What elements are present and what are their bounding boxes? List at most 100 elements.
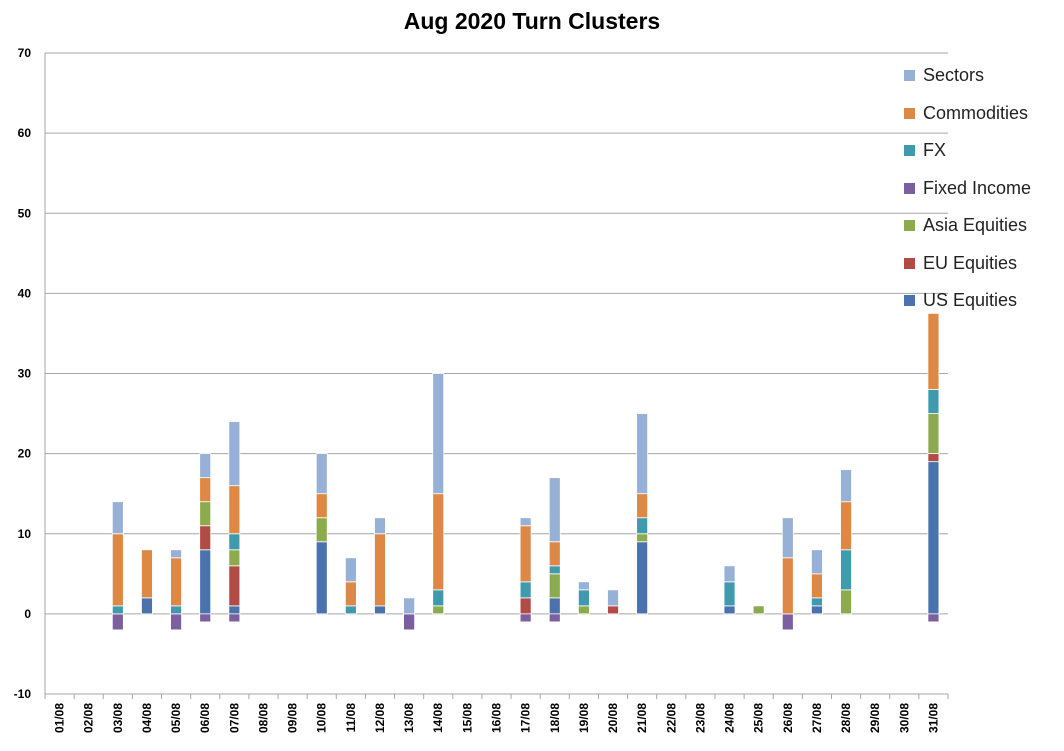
- bar-segment: [228, 565, 241, 607]
- x-tick-label: 30/08: [897, 703, 911, 733]
- bar-segment: [927, 313, 940, 390]
- bar-segment: [315, 541, 328, 615]
- bar-segment: [170, 557, 182, 607]
- x-tick-label: 07/08: [227, 703, 241, 733]
- bar-segment: [752, 605, 765, 615]
- x-axis-ticks: 01/08 02/08 03/08 04/08 05/08 06/08 07/08 08/08…: [44, 694, 949, 733]
- y-axis-ticks: -10 0 10 20 30 40 50 60 70: [14, 46, 32, 701]
- bar-segment: [170, 613, 182, 631]
- bar-segment: [315, 453, 328, 495]
- bar-segment: [811, 549, 823, 575]
- x-tick-label: 06/08: [198, 703, 212, 733]
- bar-segment: [927, 389, 940, 414]
- bar-segment: [548, 541, 561, 567]
- x-tick-label: 18/08: [548, 703, 562, 733]
- x-tick-label: 27/08: [810, 703, 824, 733]
- x-tick-label: 10/08: [315, 703, 329, 733]
- legend-swatch: [904, 182, 915, 194]
- x-tick-label: 19/08: [577, 703, 591, 733]
- bar-segment: [199, 477, 212, 503]
- y-tick-label: 20: [18, 447, 32, 461]
- bar-segment: [840, 589, 852, 615]
- bars: [111, 313, 940, 631]
- x-tick-label: 08/08: [256, 703, 270, 733]
- bar-segment: [228, 421, 241, 487]
- bar-segment: [636, 413, 649, 495]
- x-tick-label: 25/08: [752, 703, 766, 733]
- bar-segment: [519, 613, 532, 623]
- x-tick-label: 15/08: [460, 703, 474, 733]
- x-tick-label: 17/08: [519, 703, 533, 733]
- bar-segment: [170, 549, 182, 559]
- bar-segment: [636, 533, 649, 543]
- x-tick-label: 28/08: [839, 703, 853, 733]
- bar-segment: [636, 541, 649, 615]
- bar-segment: [548, 597, 561, 615]
- legend-label: FX: [923, 140, 947, 161]
- legend-swatch: [904, 145, 915, 157]
- bar-segment: [228, 485, 241, 535]
- bar-segment: [840, 469, 852, 503]
- bar-segment: [548, 565, 561, 575]
- y-tick-label: 70: [18, 46, 32, 60]
- legend-label: Commodities: [923, 102, 1029, 123]
- x-tick-label: 21/08: [635, 703, 649, 733]
- legend-item: FX: [904, 132, 1031, 170]
- legend-label: EU Equities: [923, 252, 1018, 273]
- bar-segment: [607, 589, 619, 607]
- x-tick-label: 29/08: [868, 703, 882, 733]
- x-tick-label: 05/08: [169, 703, 183, 733]
- bar-segment: [141, 597, 153, 615]
- bar-segment: [577, 589, 590, 607]
- bar-segment: [811, 605, 823, 615]
- x-tick-label: 04/08: [140, 703, 154, 733]
- bar-segment: [927, 453, 940, 463]
- legend: Sectors Commodities FX Fixed Income Asia Equ…: [904, 57, 1031, 320]
- x-tick-label: 14/08: [431, 703, 445, 733]
- bar-segment: [374, 605, 386, 615]
- y-tick-label: -10: [14, 687, 32, 701]
- x-tick-label: 02/08: [82, 703, 96, 733]
- bar-segment: [111, 501, 124, 535]
- x-tick-label: 09/08: [286, 703, 300, 733]
- bar-segment: [228, 605, 241, 615]
- bar-segment: [548, 477, 561, 543]
- legend-item: EU Equities: [904, 245, 1031, 283]
- bar-segment: [403, 597, 416, 615]
- x-tick-label: 24/08: [723, 703, 737, 733]
- axes: [44, 53, 948, 695]
- legend-swatch: [904, 220, 915, 232]
- bar-segment: [199, 525, 212, 551]
- bar-segment: [111, 613, 124, 631]
- bar-segment: [111, 605, 124, 615]
- bar-segment: [344, 557, 357, 583]
- bar-segment: [315, 493, 328, 519]
- bar-segment: [111, 533, 124, 607]
- bar-segment: [781, 613, 794, 631]
- legend-swatch: [904, 70, 915, 82]
- bar-segment: [723, 581, 736, 607]
- bar-segment: [519, 597, 532, 615]
- bar-segment: [840, 549, 852, 591]
- bar-segment: [723, 565, 736, 583]
- gridlines: [45, 52, 948, 615]
- x-tick-label: 20/08: [606, 703, 620, 733]
- bar-segment: [636, 517, 649, 535]
- x-tick-label: 01/08: [53, 703, 67, 733]
- y-tick-label: 10: [18, 527, 32, 541]
- bar-segment: [374, 533, 386, 607]
- bar-segment: [927, 613, 940, 623]
- bar-segment: [548, 573, 561, 599]
- y-tick-label: 50: [18, 206, 32, 220]
- x-tick-label: 22/08: [664, 703, 678, 733]
- bar-segment: [577, 581, 590, 591]
- bar-segment: [403, 613, 416, 631]
- bar-segment: [723, 605, 736, 615]
- x-tick-label: 11/08: [344, 703, 358, 733]
- legend-swatch: [904, 107, 915, 119]
- legend-label: Sectors: [923, 65, 985, 86]
- legend-swatch: [904, 257, 915, 269]
- bar-segment: [519, 517, 532, 527]
- bar-segment: [228, 533, 241, 551]
